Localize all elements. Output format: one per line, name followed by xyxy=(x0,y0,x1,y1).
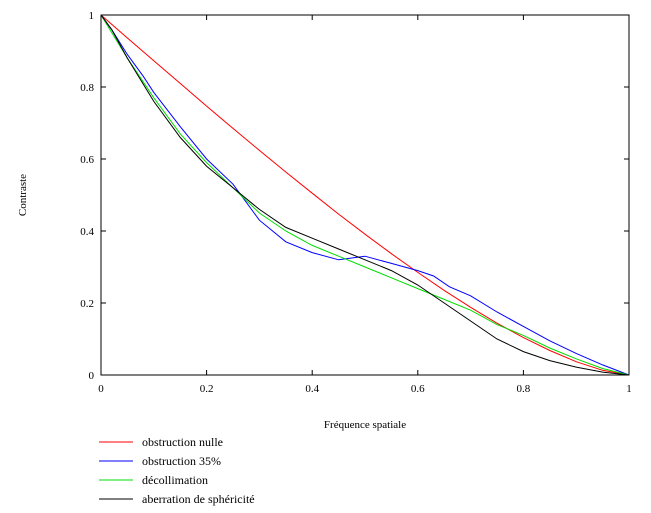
y-tick-label: 0 xyxy=(89,370,95,382)
plot-frame xyxy=(100,14,630,376)
x-axis-title: Fréquence spatiale xyxy=(324,419,406,431)
tick-marks xyxy=(100,14,630,376)
y-tick-label: 0.4 xyxy=(80,226,94,238)
y-tick-label: 0.2 xyxy=(80,298,94,310)
series-line-2 xyxy=(100,14,630,376)
x-tick-label: 0.4 xyxy=(305,383,319,395)
y-axis-title: Contraste xyxy=(17,174,29,216)
y-tick-label: 0.8 xyxy=(80,82,94,94)
y-tick-label: 1 xyxy=(89,10,95,22)
tick-labels: 0 0.2 0.4 0.6 0.8 1 0 0.2 0.4 0.6 0.8 1 xyxy=(80,10,632,395)
legend: obstruction nulle obstruction 35% décollim… xyxy=(99,435,255,506)
x-tick-label: 1 xyxy=(626,383,632,395)
x-tick-label: 0.2 xyxy=(200,383,214,395)
legend-label-2: obstruction 35% xyxy=(142,454,221,468)
legend-label-4: aberration de sphéricité xyxy=(142,492,255,506)
series-line-3 xyxy=(100,14,630,376)
legend-label-1: obstruction nulle xyxy=(142,435,223,449)
series-lines xyxy=(100,14,630,376)
series-line-1 xyxy=(100,14,630,376)
x-tick-label: 0.8 xyxy=(517,383,531,395)
legend-label-3: décollimation xyxy=(142,473,208,487)
series-line-4 xyxy=(100,14,630,376)
x-tick-label: 0.6 xyxy=(411,383,425,395)
x-tick-label: 0 xyxy=(98,383,104,395)
y-tick-label: 0.6 xyxy=(80,154,94,166)
